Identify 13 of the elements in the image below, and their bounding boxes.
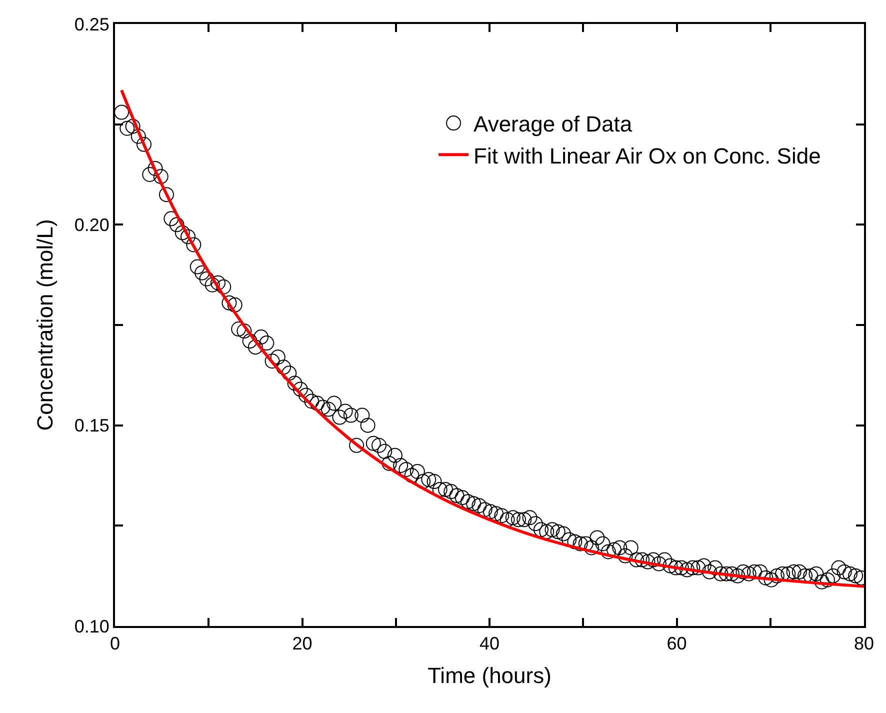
y-tick-label: 0.25 xyxy=(74,14,110,34)
legend-label: Average of Data xyxy=(474,112,633,137)
x-tick-label: 40 xyxy=(479,634,500,654)
x-tick-label: 80 xyxy=(854,634,874,654)
legend-label: Fit with Linear Air Ox on Conc. Side xyxy=(474,143,821,168)
y-tick-label: 0.20 xyxy=(74,214,110,235)
y-tick-label: 0.15 xyxy=(74,416,110,436)
y-axis-title: Concentration (mol/L) xyxy=(32,219,58,431)
x-tick-label: 60 xyxy=(666,634,687,654)
x-axis-title: Time (hours) xyxy=(428,663,552,688)
x-tick-label: 0 xyxy=(110,634,120,654)
x-tick-label: 20 xyxy=(292,634,312,654)
y-tick-label: 0.10 xyxy=(74,616,110,636)
